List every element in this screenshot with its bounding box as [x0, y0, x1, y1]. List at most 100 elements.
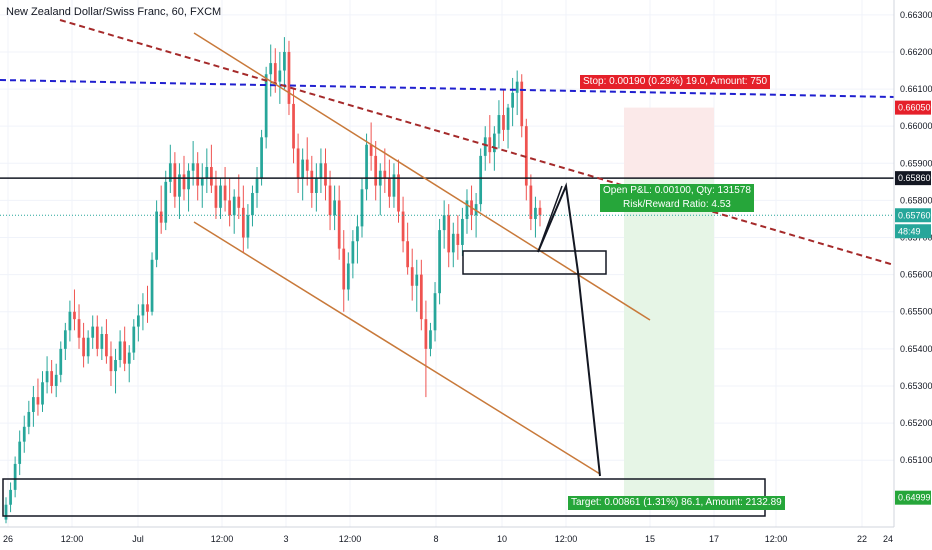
y-tick-label: 0.65300	[900, 381, 932, 391]
target-zone	[624, 178, 714, 498]
candle-body	[392, 174, 396, 197]
open-pnl-label: Open P&L: 0.00100, Qty: 131578 Risk/Rewa…	[600, 184, 754, 212]
support-box	[462, 250, 607, 275]
candle-body	[506, 107, 510, 130]
price-tag	[895, 224, 931, 239]
chart-title: New Zealand Dollar/Swiss Franc, 60, FXCM	[6, 6, 222, 18]
candle-body	[314, 178, 318, 193]
candle-body	[91, 326, 95, 338]
x-tick-label: Jul	[132, 534, 144, 544]
candle-body	[374, 155, 378, 186]
candle-body	[465, 200, 469, 219]
y-tick-label: 0.65500	[900, 307, 932, 317]
candle-body	[205, 167, 209, 179]
candle-body	[483, 137, 487, 156]
y-tick-label: 0.65900	[900, 158, 932, 168]
candle-body	[328, 185, 332, 216]
y-tick-label: 0.65100	[900, 455, 932, 465]
candle-body	[45, 371, 49, 383]
candle-body	[451, 233, 455, 253]
candle-body	[397, 174, 400, 212]
candle-body	[292, 103, 295, 149]
candle-body	[36, 397, 40, 405]
candle-body	[232, 196, 236, 216]
candle-body	[146, 304, 149, 312]
candle-body	[41, 382, 44, 405]
candle-body	[82, 337, 85, 357]
x-tick-label: 22	[857, 534, 867, 544]
price-tag	[895, 208, 931, 223]
candle-body	[255, 178, 259, 193]
candle-body	[342, 248, 346, 290]
channel-upper-line	[193, 32, 651, 321]
candle-body	[515, 81, 519, 93]
price-tag-label: 0.66050	[898, 103, 931, 113]
candle-body	[365, 144, 368, 190]
candle-body	[196, 163, 200, 186]
candle-body	[191, 163, 195, 171]
price-tag-label: 48:49	[898, 226, 921, 236]
candle-body	[68, 311, 72, 331]
candle-body	[497, 115, 501, 134]
x-tick-label: 12:00	[339, 534, 362, 544]
x-tick-label: 17	[709, 534, 719, 544]
candle-body	[132, 326, 136, 353]
stop-zone	[624, 107, 714, 179]
blue-trend-line	[0, 79, 895, 98]
price-tag-label: 0.65760	[898, 210, 931, 220]
candle-body	[54, 374, 58, 386]
candle-body	[488, 137, 492, 153]
candle-body	[18, 441, 22, 464]
candle-body	[356, 226, 359, 242]
price-axis	[894, 0, 932, 550]
candle-body	[150, 259, 154, 312]
candle-body	[118, 341, 122, 360]
candle-body	[429, 330, 432, 349]
candle-body	[269, 63, 273, 75]
candle-body	[369, 144, 373, 156]
candle-body	[442, 215, 446, 231]
x-tick-label: 12:00	[765, 534, 788, 544]
candle-body	[264, 74, 268, 138]
candle-body	[109, 356, 113, 372]
candle-body	[4, 504, 8, 520]
stop-label: Stop: 0.00190 (0.29%) 19.0, Amount: 750	[580, 74, 771, 89]
candle-body	[511, 92, 514, 108]
y-tick-label: 0.65600	[900, 270, 932, 280]
candle-body	[351, 241, 355, 264]
candle-body	[433, 293, 437, 331]
candle-body	[73, 311, 76, 320]
candle-body	[22, 426, 26, 442]
candle-body	[86, 337, 90, 357]
candle-body	[415, 274, 419, 286]
price-tag	[895, 100, 931, 115]
candle-body	[173, 163, 177, 197]
x-tick-label: 12:00	[211, 534, 234, 544]
candle-body	[228, 200, 232, 216]
candle-body	[333, 200, 336, 216]
price-tag-label: 0.65860	[898, 173, 931, 183]
candle-body	[296, 148, 300, 179]
candle-body	[251, 192, 254, 216]
candle-body	[127, 352, 131, 364]
candle-body	[456, 233, 460, 245]
candle-body	[479, 155, 483, 205]
candle-body	[461, 218, 464, 245]
candle-body	[77, 319, 81, 338]
candle-body	[141, 304, 145, 316]
candle-body	[27, 411, 31, 427]
channel-lower-line	[193, 221, 601, 475]
candle-body	[447, 215, 451, 253]
candle-body	[95, 326, 99, 349]
candle-body	[182, 174, 186, 190]
candle-body	[214, 185, 218, 208]
candle-body	[219, 185, 222, 208]
candle-body	[319, 163, 323, 179]
y-tick-label: 0.66300	[900, 10, 932, 20]
candle-body	[187, 170, 190, 190]
candle-body	[59, 348, 63, 375]
price-tag	[895, 490, 931, 505]
candle-body	[287, 51, 291, 104]
x-tick-label: 26	[3, 534, 13, 544]
candle-body	[278, 70, 282, 82]
